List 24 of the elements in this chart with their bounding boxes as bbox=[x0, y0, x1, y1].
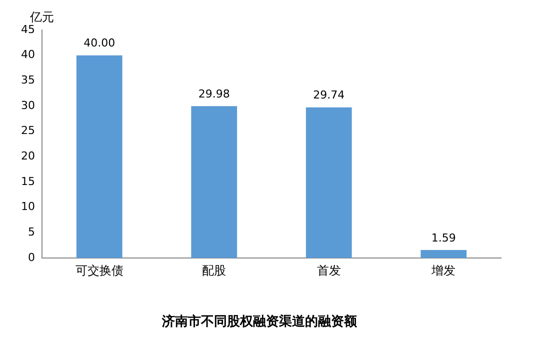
bar bbox=[76, 55, 122, 258]
text: 济南市不同股权融资渠道的融资额 bbox=[161, 314, 358, 330]
y-tick-label: 45 bbox=[20, 22, 35, 36]
data-label: 1.59 bbox=[431, 231, 456, 244]
y-tick-label: 5 bbox=[28, 226, 35, 239]
bar bbox=[191, 106, 238, 258]
y-tick-label: 0 bbox=[28, 250, 35, 264]
y-tick-label: 40 bbox=[20, 48, 35, 62]
bar bbox=[306, 107, 352, 258]
y-tick-label: 25 bbox=[20, 124, 35, 138]
data-label: 29.98 bbox=[198, 87, 230, 100]
y-tick-label: 35 bbox=[20, 74, 35, 87]
y-tick-label: 20 bbox=[20, 150, 35, 163]
y-tick-label: 15 bbox=[20, 174, 35, 188]
y-tick-label: 30 bbox=[20, 98, 35, 112]
bar bbox=[420, 250, 467, 258]
x-tick-label: 配股 bbox=[202, 263, 226, 278]
data-label: 40.00 bbox=[84, 36, 116, 50]
x-tick-label: 首发 bbox=[316, 263, 341, 278]
y-axis-title: 亿元 bbox=[29, 10, 54, 24]
x-tick-label: 增发 bbox=[430, 263, 456, 278]
x-tick-label: 可交换债 bbox=[75, 263, 124, 278]
data-label: 29.74 bbox=[313, 88, 345, 102]
y-tick-label: 10 bbox=[20, 200, 35, 214]
